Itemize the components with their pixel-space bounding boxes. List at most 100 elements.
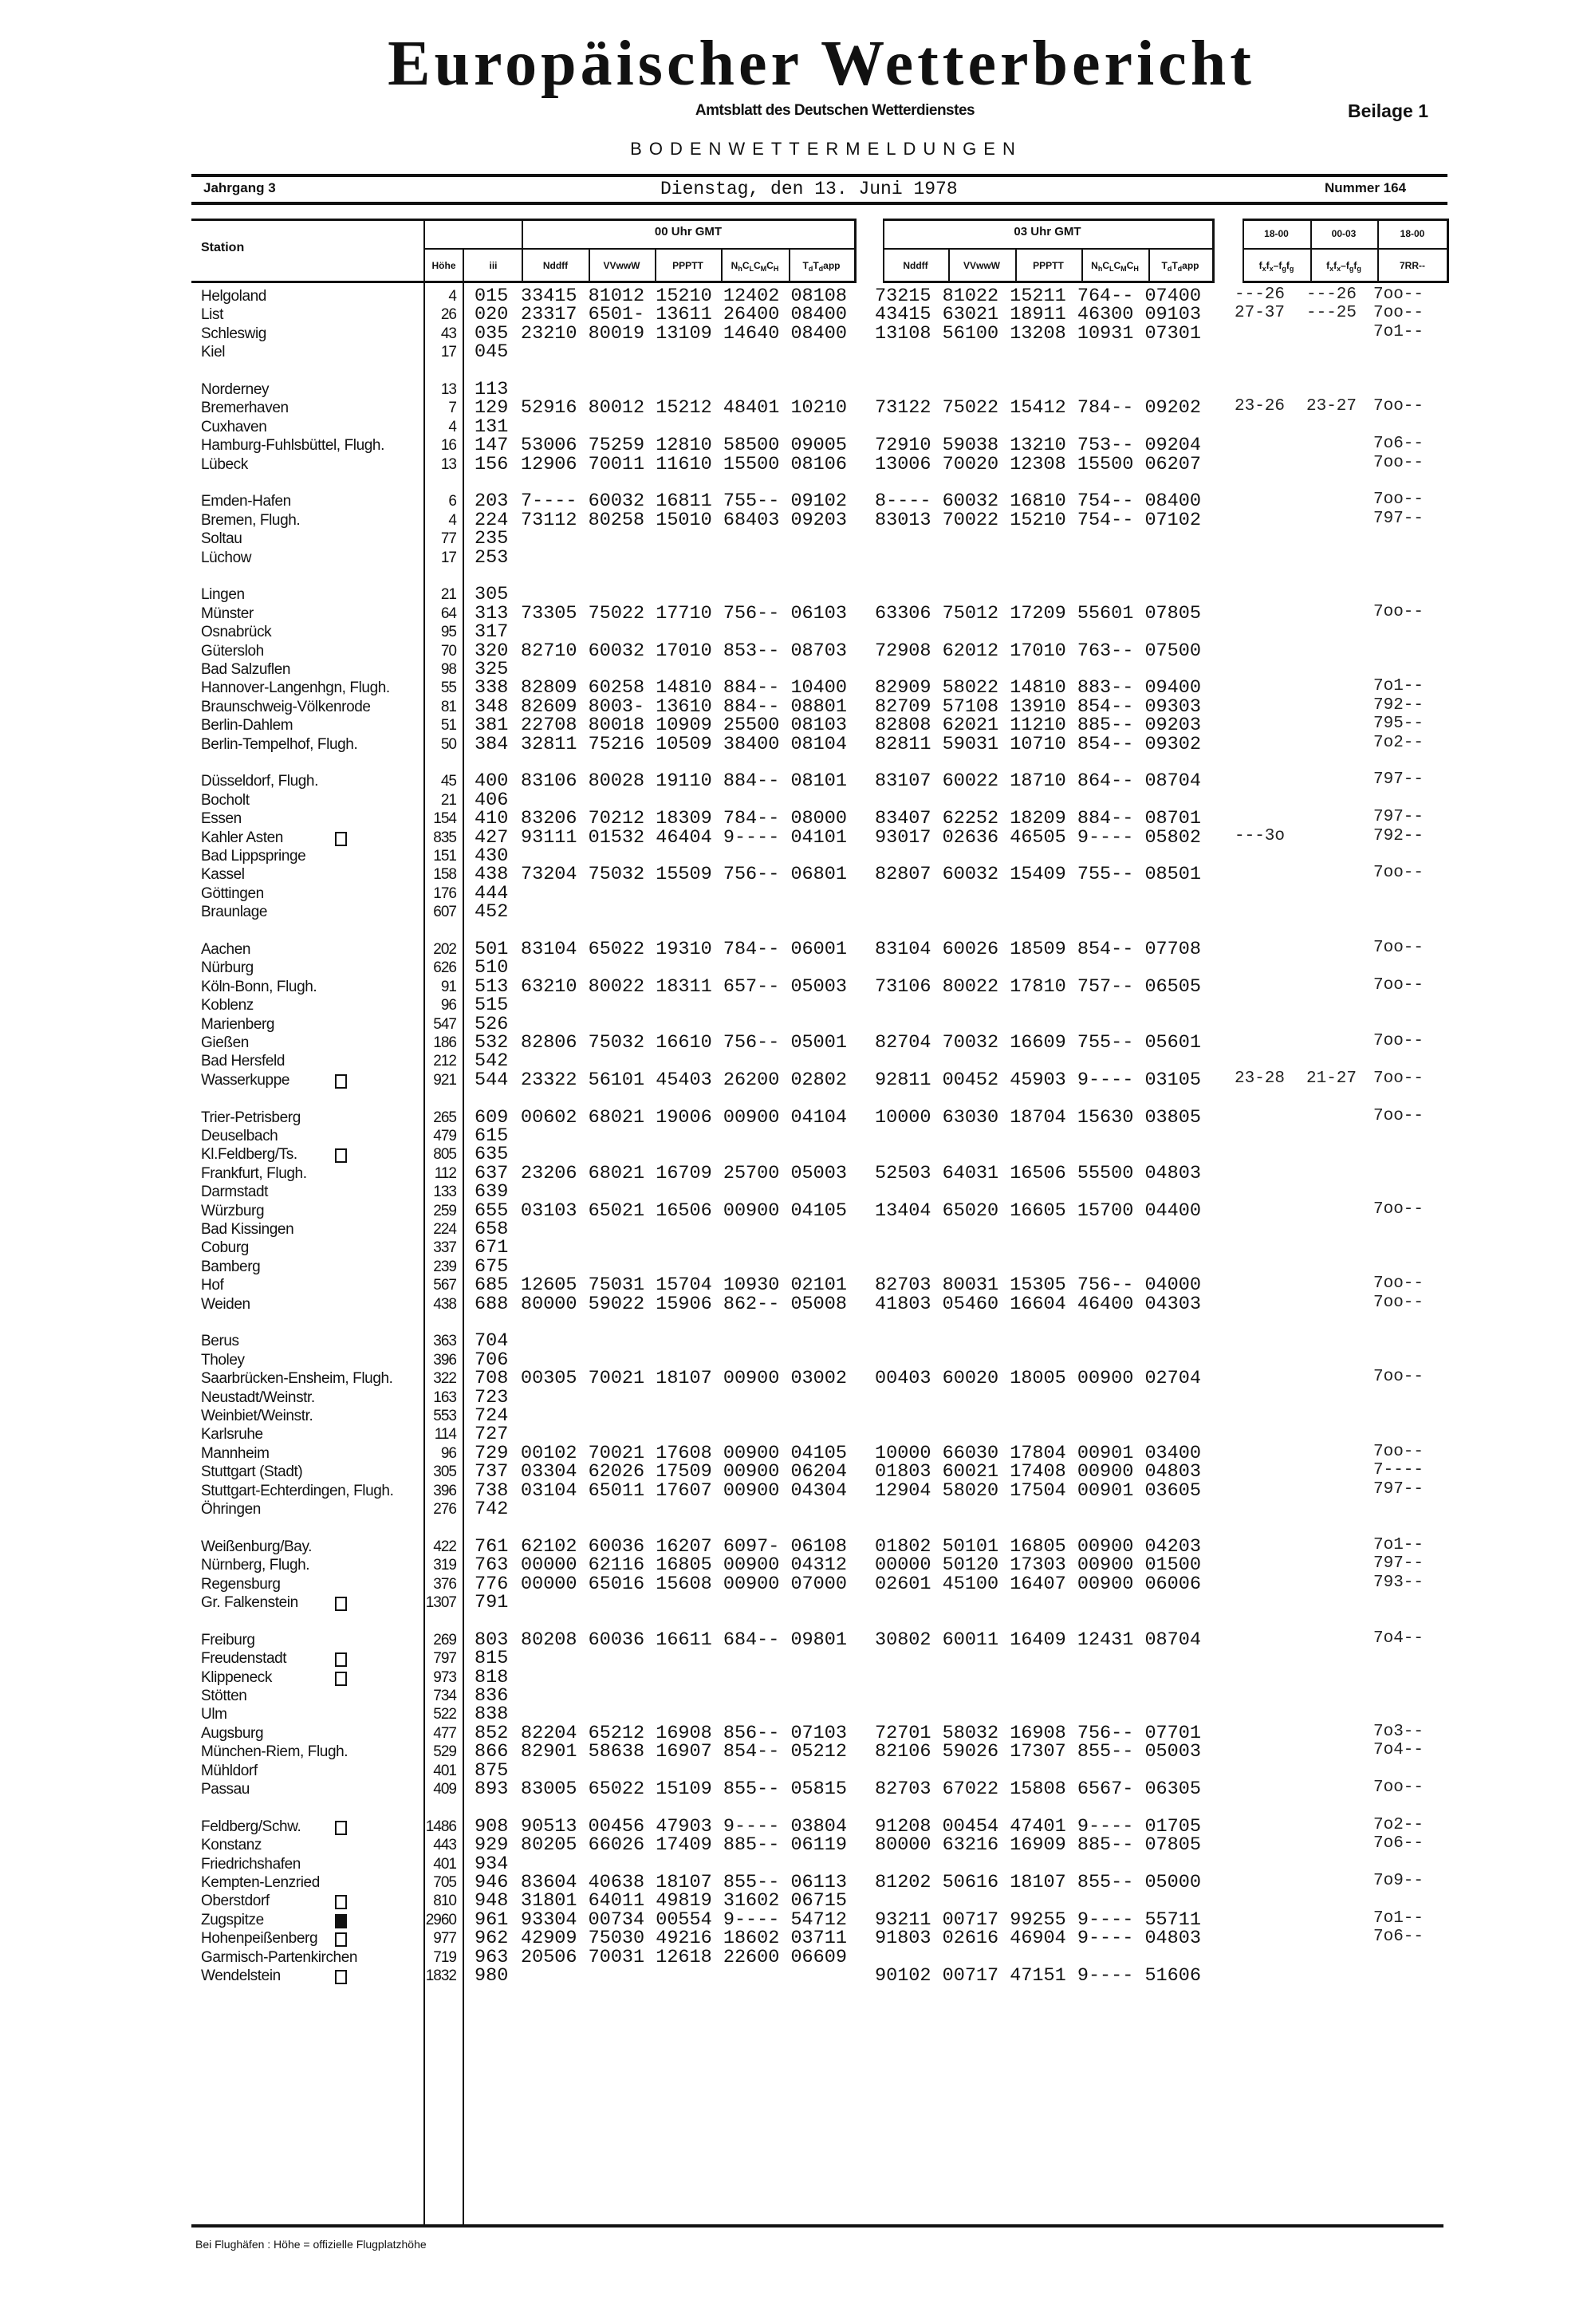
station-row: Augsburg 477 852 82204 65212 16908 856-- 07… <box>0 1722 1595 1744</box>
header-label-part: app <box>823 260 841 271</box>
observation-03-utc: 82703 67022 15808 6567- 06305 <box>875 1778 1201 1800</box>
station-name: Kempten-Lenzried <box>201 1874 320 1891</box>
divider <box>883 219 1214 221</box>
gust-18-00: ---3o <box>1235 826 1286 845</box>
observation-03-utc: 72908 62012 17010 763-- 07500 <box>875 640 1201 662</box>
observation-00-utc: 7---- 60032 16811 755-- 09102 <box>521 490 847 513</box>
station-name: Münster <box>201 605 254 622</box>
header-label-part: L <box>749 265 754 273</box>
observation-00-utc: 23322 56101 45403 26200 02802 <box>521 1069 847 1091</box>
station-name: Weinbiet/Weinstr. <box>201 1408 313 1424</box>
col-03-vvwww: VVwwW <box>948 260 1015 271</box>
header-label-part: C <box>754 260 761 271</box>
station-row: Weinbiet/Weinstr. 553 724 <box>0 1407 1595 1426</box>
station-index: 317 <box>475 621 509 644</box>
open-square-icon <box>335 1597 347 1611</box>
station-row: Bremerhaven 7 129 52916 80012 15212 48401 1… <box>0 397 1595 418</box>
divider <box>655 248 656 283</box>
observation-00-utc: 32811 75216 10509 38400 08104 <box>521 733 847 755</box>
station-index: 742 <box>475 1499 509 1520</box>
header-label-part: T <box>1161 260 1168 271</box>
col-00-nddff: Nddff <box>522 260 589 271</box>
station-name: Regensburg <box>201 1575 281 1593</box>
precipitation-18-00: 797-- <box>1373 808 1424 827</box>
station-elevation: 409 <box>433 1781 457 1798</box>
station-row: Garmisch-Partenkirchen 719 963 20506 70031 … <box>0 1948 1595 1968</box>
station-name: Berus <box>201 1333 239 1350</box>
observation-03-utc: 30802 60011 16409 12431 08704 <box>875 1629 1201 1651</box>
station-index: 384 <box>475 733 509 755</box>
station-elevation: 96 <box>440 997 457 1014</box>
observation-03-utc: 63306 75012 17209 55601 07805 <box>875 602 1201 624</box>
station-name: Gr. Falkenstein <box>201 1594 298 1611</box>
station-elevation: 6 <box>448 493 457 510</box>
observation-00-utc: 80208 60036 16611 684-- 09801 <box>521 1629 847 1651</box>
station-elevation: 265 <box>433 1109 457 1126</box>
station-name: Bremerhaven <box>201 400 289 417</box>
station-name: Lingen <box>201 586 245 604</box>
observation-03-utc: 92811 00452 45903 9---- 03105 <box>875 1069 1201 1091</box>
station-elevation: 176 <box>433 884 457 902</box>
precipitation-18-00: 792-- <box>1373 826 1424 845</box>
col-gust-1: fxfx–fgfg <box>1243 260 1310 274</box>
station-elevation: 401 <box>433 1762 457 1779</box>
precipitation-18-00: 797-- <box>1373 1479 1424 1499</box>
station-row: Cuxhaven 4 131 <box>0 417 1595 437</box>
observation-00-utc: 82710 60032 17010 853-- 08703 <box>521 640 847 662</box>
header-label-part: d <box>1177 265 1183 273</box>
station-elevation: 13 <box>440 455 457 473</box>
station-name: Helgoland <box>201 288 266 305</box>
station-row: Emden-Hafen 6 203 7---- 60032 16811 755-- 0… <box>0 490 1595 513</box>
precipitation-18-00: 792-- <box>1373 695 1424 715</box>
station-index: 609 <box>475 1106 509 1129</box>
station-name: Braunlage <box>201 904 268 921</box>
station-row: Marienberg 547 526 <box>0 1014 1595 1034</box>
observation-00-utc: 82204 65212 16908 856-- 07103 <box>521 1722 847 1744</box>
divider <box>589 248 590 283</box>
header-label-part: M <box>1120 265 1127 273</box>
station-index: 961 <box>475 1908 509 1931</box>
header-label-part: L <box>1109 265 1114 273</box>
header-label-part: C <box>1126 260 1134 271</box>
station-name: Marienberg <box>201 1015 275 1033</box>
station-index: 544 <box>475 1069 509 1091</box>
station-name: Nürburg <box>201 959 254 977</box>
header-label-part: T <box>1172 260 1178 271</box>
station-name: Hohenpeißenberg <box>201 1930 318 1948</box>
observation-00-utc: 00102 70021 17608 00900 04105 <box>521 1442 847 1464</box>
station-name: Kl.Feldberg/Ts. <box>201 1146 297 1164</box>
divider <box>721 248 723 283</box>
station-index: 532 <box>475 1032 509 1054</box>
station-elevation: 797 <box>433 1650 457 1668</box>
observation-03-utc: 93017 02636 46505 9---- 05802 <box>875 826 1201 849</box>
observation-00-utc: 42909 75030 49216 18602 03711 <box>521 1928 847 1950</box>
station-index: 818 <box>475 1666 509 1688</box>
station-elevation: 319 <box>433 1557 457 1574</box>
divider <box>424 248 856 250</box>
station-index: 147 <box>475 435 509 457</box>
precipitation-18-00: 7oo-- <box>1373 1778 1424 1797</box>
station-row: Gr. Falkenstein 1307 791 <box>0 1593 1595 1613</box>
station-elevation: 4 <box>448 288 457 305</box>
station-name: Lüchow <box>201 549 252 566</box>
precipitation-18-00: 7o4-- <box>1373 1629 1424 1648</box>
station-elevation: 64 <box>440 605 457 622</box>
observation-00-utc: 23206 68021 16709 25700 05003 <box>521 1162 847 1184</box>
header-label-part: H <box>773 265 779 273</box>
station-index: 685 <box>475 1274 509 1297</box>
divider <box>1212 219 1215 283</box>
header-label-part: C <box>766 260 774 271</box>
station-name: Coburg <box>201 1239 249 1257</box>
header-label-part: h <box>1097 265 1103 273</box>
station-elevation: 322 <box>433 1370 457 1388</box>
observation-03-utc: 01802 50101 16805 00900 04203 <box>875 1535 1201 1558</box>
observation-03-utc: 83107 60022 18710 864-- 08704 <box>875 770 1201 793</box>
observation-03-utc: 80000 63216 16909 885-- 07805 <box>875 1834 1201 1857</box>
divider <box>191 219 856 221</box>
header-label-part: Nddff <box>903 260 928 271</box>
station-index: 980 <box>475 1965 509 1987</box>
station-row: Coburg 337 671 <box>0 1239 1595 1258</box>
observation-03-utc: 82704 70032 16609 755-- 05601 <box>875 1032 1201 1054</box>
station-name: Würzburg <box>201 1202 265 1219</box>
observation-03-utc: 41803 05460 16604 46400 04303 <box>875 1293 1201 1315</box>
